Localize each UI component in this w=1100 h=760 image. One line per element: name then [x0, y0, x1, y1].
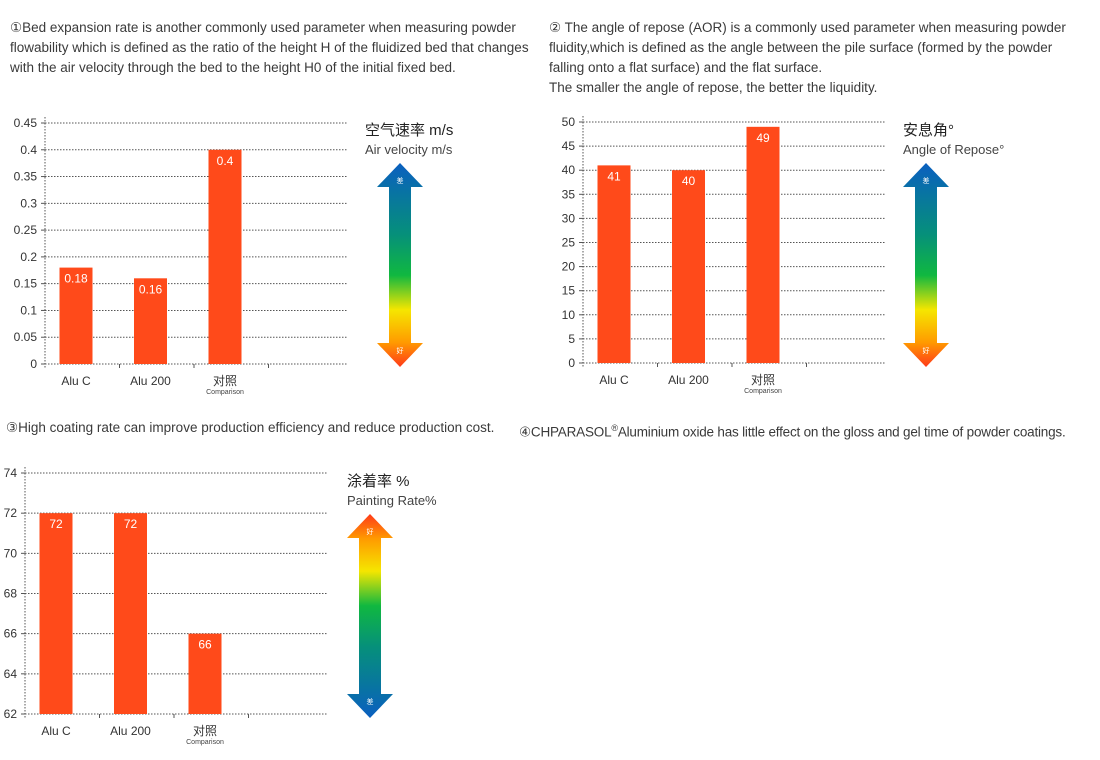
- arrow-shape: [347, 514, 393, 718]
- y-tick-label: 68: [4, 587, 18, 601]
- section-1-text: ①Bed expansion rate is another commonly …: [10, 18, 530, 78]
- section-1-heading: ①Bed expansion rate is another commonly …: [10, 20, 529, 75]
- section-3-heading: ③High coating rate can improve productio…: [6, 420, 495, 435]
- y-tick-label: 0.45: [14, 116, 38, 130]
- quality-arrow-icon: 差好: [377, 163, 423, 367]
- legend-air-velocity: 空气速率 m/s Air velocity m/s 差好: [365, 119, 454, 367]
- bar: [114, 513, 147, 714]
- section-2-text: ② The angle of repose (AOR) is a commonl…: [549, 18, 1069, 98]
- y-tick-label: 35: [562, 187, 576, 201]
- quality-arrow-icon: 好差: [347, 514, 393, 718]
- category-label: Alu 200: [110, 724, 151, 738]
- arrow-bottom-label: 差: [367, 697, 374, 706]
- arrow-bottom-label: 好: [397, 346, 404, 355]
- legend-title-en: Angle of Repose°: [903, 142, 1005, 157]
- legend-title-zh: 涂着率 %: [347, 473, 410, 490]
- category-label: Alu 200: [130, 374, 171, 388]
- category-label: Alu 200: [668, 373, 709, 387]
- section-4-heading-prefix: ④CHPARASOL: [519, 424, 612, 440]
- bar-data-label: 49: [756, 131, 770, 145]
- arrow-top-label: 好: [367, 527, 374, 536]
- bed-expansion-chart: 0 0.05 0.1 0.15 0.2 0.25 0.3 0.35 0.4 0.45 0.18 Alu…: [14, 116, 347, 396]
- y-tick-label: 70: [4, 546, 18, 560]
- legend-painting-rate: 涂着率 % Painting Rate% 好差: [347, 470, 437, 718]
- y-tick-label: 15: [562, 284, 576, 298]
- y-tick-label: 30: [562, 211, 576, 225]
- bar: [59, 267, 93, 364]
- category-label: 对照: [213, 374, 237, 388]
- y-tick-label: 0.1: [20, 303, 37, 317]
- y-tick-label: 5: [568, 332, 575, 346]
- y-tick-label: 25: [562, 236, 576, 250]
- legend-title-en: Painting Rate%: [347, 493, 437, 508]
- y-tick-label: 0.05: [14, 330, 38, 344]
- section-4-text: ④CHPARASOL®Aluminium oxide has little ef…: [519, 418, 1066, 443]
- y-tick-label: 62: [4, 707, 18, 721]
- bar: [39, 513, 73, 714]
- legend-title-zh: 空气速率 m/s: [365, 122, 454, 139]
- section-2-heading-2: The smaller the angle of repose, the bet…: [549, 80, 878, 95]
- bar-data-label: 72: [49, 517, 63, 531]
- bar-data-label: 0.18: [64, 272, 88, 286]
- y-tick-label: 10: [562, 308, 576, 322]
- y-tick-label: 72: [4, 506, 18, 520]
- category-label: Alu C: [61, 374, 91, 388]
- arrow-top-label: 差: [397, 176, 404, 185]
- quality-arrow-icon: 差好: [903, 163, 949, 367]
- y-tick-label: 0.15: [14, 277, 38, 291]
- bar-data-label: 66: [198, 638, 212, 652]
- painting-rate-chart: 62 64 66 68 70 72 74 72 Alu C 72 Alu 200 66 对照Compar…: [4, 466, 327, 746]
- bar-data-label: 41: [607, 169, 621, 183]
- bar: [134, 278, 167, 364]
- y-tick-label: 64: [4, 667, 18, 681]
- section-2-heading: ② The angle of repose (AOR) is a commonl…: [549, 20, 1066, 75]
- bar-data-label: 72: [124, 517, 138, 531]
- category-sublabel: Comparison: [206, 389, 244, 396]
- section-4-heading-rest: Aluminium oxide has little effect on the…: [617, 424, 1066, 440]
- y-tick-label: 0.2: [20, 250, 37, 264]
- legend-angle-of-repose: 安息角° Angle of Repose° 差好: [903, 119, 1005, 367]
- y-tick-label: 0: [568, 356, 575, 370]
- y-tick-label: 0.4: [20, 143, 37, 157]
- legend-title-zh: 安息角°: [903, 122, 954, 139]
- arrow-top-label: 差: [923, 176, 930, 185]
- bar: [188, 633, 222, 714]
- category-sublabel: Comparison: [744, 388, 782, 395]
- section-3-text: ③High coating rate can improve productio…: [6, 418, 526, 438]
- arrow-shape: [377, 163, 423, 367]
- registered-mark: ®: [611, 423, 618, 433]
- y-tick-label: 50: [562, 115, 576, 129]
- legend-title-en: Air velocity m/s: [365, 142, 453, 157]
- y-tick-label: 66: [4, 627, 18, 641]
- category-sublabel: Comparison: [186, 739, 224, 746]
- arrow-bottom-label: 好: [923, 346, 930, 355]
- y-tick-label: 0.3: [20, 196, 37, 210]
- bar-data-label: 0.16: [139, 282, 163, 296]
- y-tick-label: 20: [562, 260, 576, 274]
- arrow-shape: [903, 163, 949, 367]
- category-label: 对照: [751, 373, 775, 387]
- bar: [746, 126, 780, 363]
- category-label: 对照: [193, 724, 217, 738]
- angle-of-repose-chart: 0 5 10 15 20 25 30 35 40 45 50 41 Alu C 40 Alu 200 49 对照…: [562, 115, 885, 395]
- bar: [597, 165, 631, 363]
- y-tick-label: 45: [562, 139, 576, 153]
- y-tick-label: 40: [562, 163, 576, 177]
- y-tick-label: 0.25: [14, 223, 38, 237]
- y-tick-label: 0.35: [14, 170, 38, 184]
- category-label: Alu C: [599, 373, 629, 387]
- y-tick-label: 74: [4, 466, 18, 480]
- bar: [672, 170, 705, 363]
- y-tick-label: 0: [30, 357, 37, 371]
- category-label: Alu C: [41, 724, 71, 738]
- bar: [208, 149, 242, 364]
- bar-data-label: 0.4: [217, 154, 234, 168]
- bar-data-label: 40: [682, 174, 696, 188]
